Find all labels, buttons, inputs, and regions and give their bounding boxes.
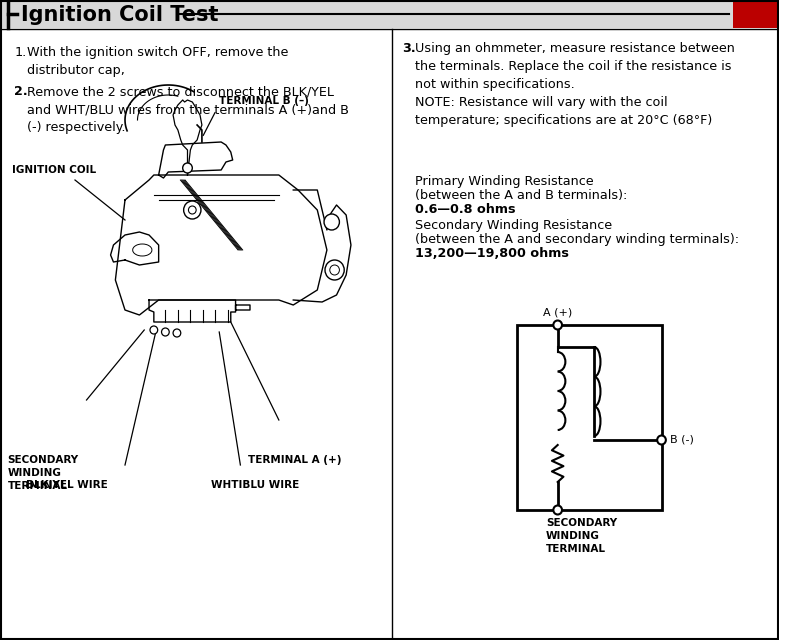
Text: BLKIYEL WIRE: BLKIYEL WIRE bbox=[27, 480, 109, 490]
Text: Ignition Coil Test: Ignition Coil Test bbox=[21, 4, 219, 24]
Circle shape bbox=[161, 328, 169, 336]
Circle shape bbox=[657, 435, 666, 445]
Text: Secondary Winding Resistance: Secondary Winding Resistance bbox=[416, 219, 612, 232]
Text: With the ignition switch OFF, remove the
distributor cap,: With the ignition switch OFF, remove the… bbox=[27, 46, 288, 77]
Text: TERMINAL A (+): TERMINAL A (+) bbox=[248, 455, 342, 465]
Bar bbox=[518, 325, 662, 510]
Circle shape bbox=[325, 260, 344, 280]
Circle shape bbox=[183, 163, 192, 173]
Circle shape bbox=[324, 214, 339, 230]
Text: (between the A and secondary winding terminals):: (between the A and secondary winding ter… bbox=[416, 233, 740, 246]
Text: TERMINAL B (–): TERMINAL B (–) bbox=[220, 96, 309, 106]
Circle shape bbox=[553, 506, 562, 515]
Text: 2.: 2. bbox=[15, 85, 28, 98]
Text: Primary Winding Resistance: Primary Winding Resistance bbox=[416, 175, 594, 188]
Text: SECONDARY
WINDING
TERMINAL: SECONDARY WINDING TERMINAL bbox=[7, 455, 79, 492]
Text: Remove the 2 screws to disconnect the BLK/YEL
and WHT/BLU wires from the termina: Remove the 2 screws to disconnect the BL… bbox=[27, 85, 349, 134]
Text: 13,200—19,800 ohms: 13,200—19,800 ohms bbox=[416, 247, 569, 260]
Bar bbox=[733, 1, 778, 28]
Text: WHTIBLU WIRE: WHTIBLU WIRE bbox=[211, 480, 299, 490]
Circle shape bbox=[553, 321, 562, 330]
Bar bbox=[1, 1, 778, 28]
Text: 0.6—0.8 ohms: 0.6—0.8 ohms bbox=[416, 203, 516, 216]
Text: B (-): B (-) bbox=[670, 435, 694, 445]
Circle shape bbox=[330, 265, 339, 275]
Text: IGNITION COIL: IGNITION COIL bbox=[11, 165, 96, 175]
Text: A (+): A (+) bbox=[543, 307, 573, 317]
Circle shape bbox=[184, 201, 201, 219]
Circle shape bbox=[189, 206, 196, 214]
Text: 3.: 3. bbox=[402, 42, 416, 55]
Text: Using an ohmmeter, measure resistance between
the terminals. Replace the coil if: Using an ohmmeter, measure resistance be… bbox=[416, 42, 735, 127]
Circle shape bbox=[150, 326, 158, 334]
Text: (between the A and B terminals):: (between the A and B terminals): bbox=[416, 189, 628, 202]
Text: SECONDARY
WINDING
TERMINAL: SECONDARY WINDING TERMINAL bbox=[546, 518, 617, 554]
Text: 1.: 1. bbox=[15, 46, 27, 59]
Circle shape bbox=[173, 329, 181, 337]
